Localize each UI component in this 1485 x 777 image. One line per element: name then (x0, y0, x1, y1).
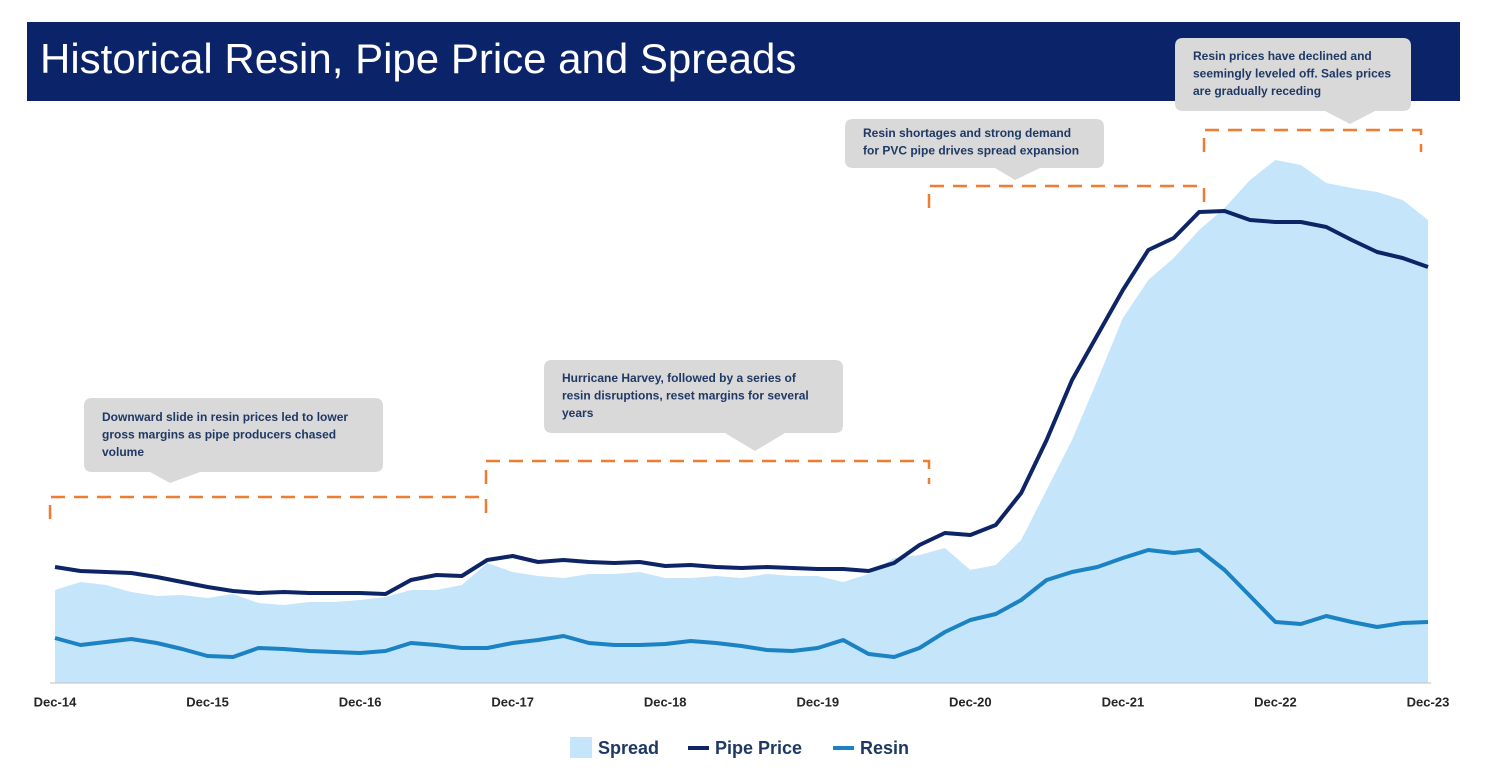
series-line (54, 548, 1429, 659)
annotation-text: Hurricane Harvey, followed by a series o… (562, 371, 797, 385)
x-tick-label: Dec-14 (34, 694, 77, 709)
annotation-text: seemingly leveled off. Sales prices (1193, 67, 1391, 81)
annotation-text: are gradually receding (1193, 84, 1321, 98)
x-tick-label: Dec-16 (339, 694, 382, 709)
legend-label: Resin (860, 738, 909, 758)
legend: Spread Pipe Price Resin (570, 737, 909, 758)
annotation-text: Resin shortages and strong demand (863, 126, 1071, 140)
spread-area (55, 160, 1428, 683)
chart-title: Historical Resin, Pipe Price and Spreads (40, 35, 796, 82)
callout (845, 119, 1104, 180)
x-tick-label: Dec-17 (491, 694, 534, 709)
legend-swatch (570, 737, 592, 758)
annotation-text: gross margins as pipe producers chased (102, 428, 336, 442)
series-line (54, 209, 1429, 596)
annotation-text: Resin prices have declined and (1193, 49, 1372, 63)
annotation-text: volume (102, 445, 144, 459)
x-tick-label: Dec-15 (186, 694, 229, 709)
x-tick-label: Dec-19 (796, 694, 839, 709)
callout (1175, 38, 1411, 124)
annotation-text: years (562, 406, 594, 420)
callout (544, 360, 843, 451)
annotation-text: Downward slide in resin prices led to lo… (102, 410, 348, 424)
x-tick-label: Dec-23 (1407, 694, 1450, 709)
annotation-text: for PVC pipe drives spread expansion (863, 144, 1079, 158)
bracket (48, 128, 1423, 519)
x-tick-label: Dec-20 (949, 694, 992, 709)
x-tick-label: Dec-22 (1254, 694, 1297, 709)
annotations: Downward slide in resin prices led to lo… (48, 38, 1423, 519)
legend-label: Pipe Price (715, 738, 802, 758)
callout (84, 398, 383, 483)
annotation-text: resin disruptions, reset margins for sev… (562, 389, 809, 403)
legend-label: Spread (598, 738, 659, 758)
x-tick-label: Dec-21 (1102, 694, 1145, 709)
plot: Dec-14 Dec-15 Dec-16 Dec-17 Dec-18 Dec-19 Dec-… (34, 160, 1450, 709)
x-tick-label: Dec-18 (644, 694, 687, 709)
